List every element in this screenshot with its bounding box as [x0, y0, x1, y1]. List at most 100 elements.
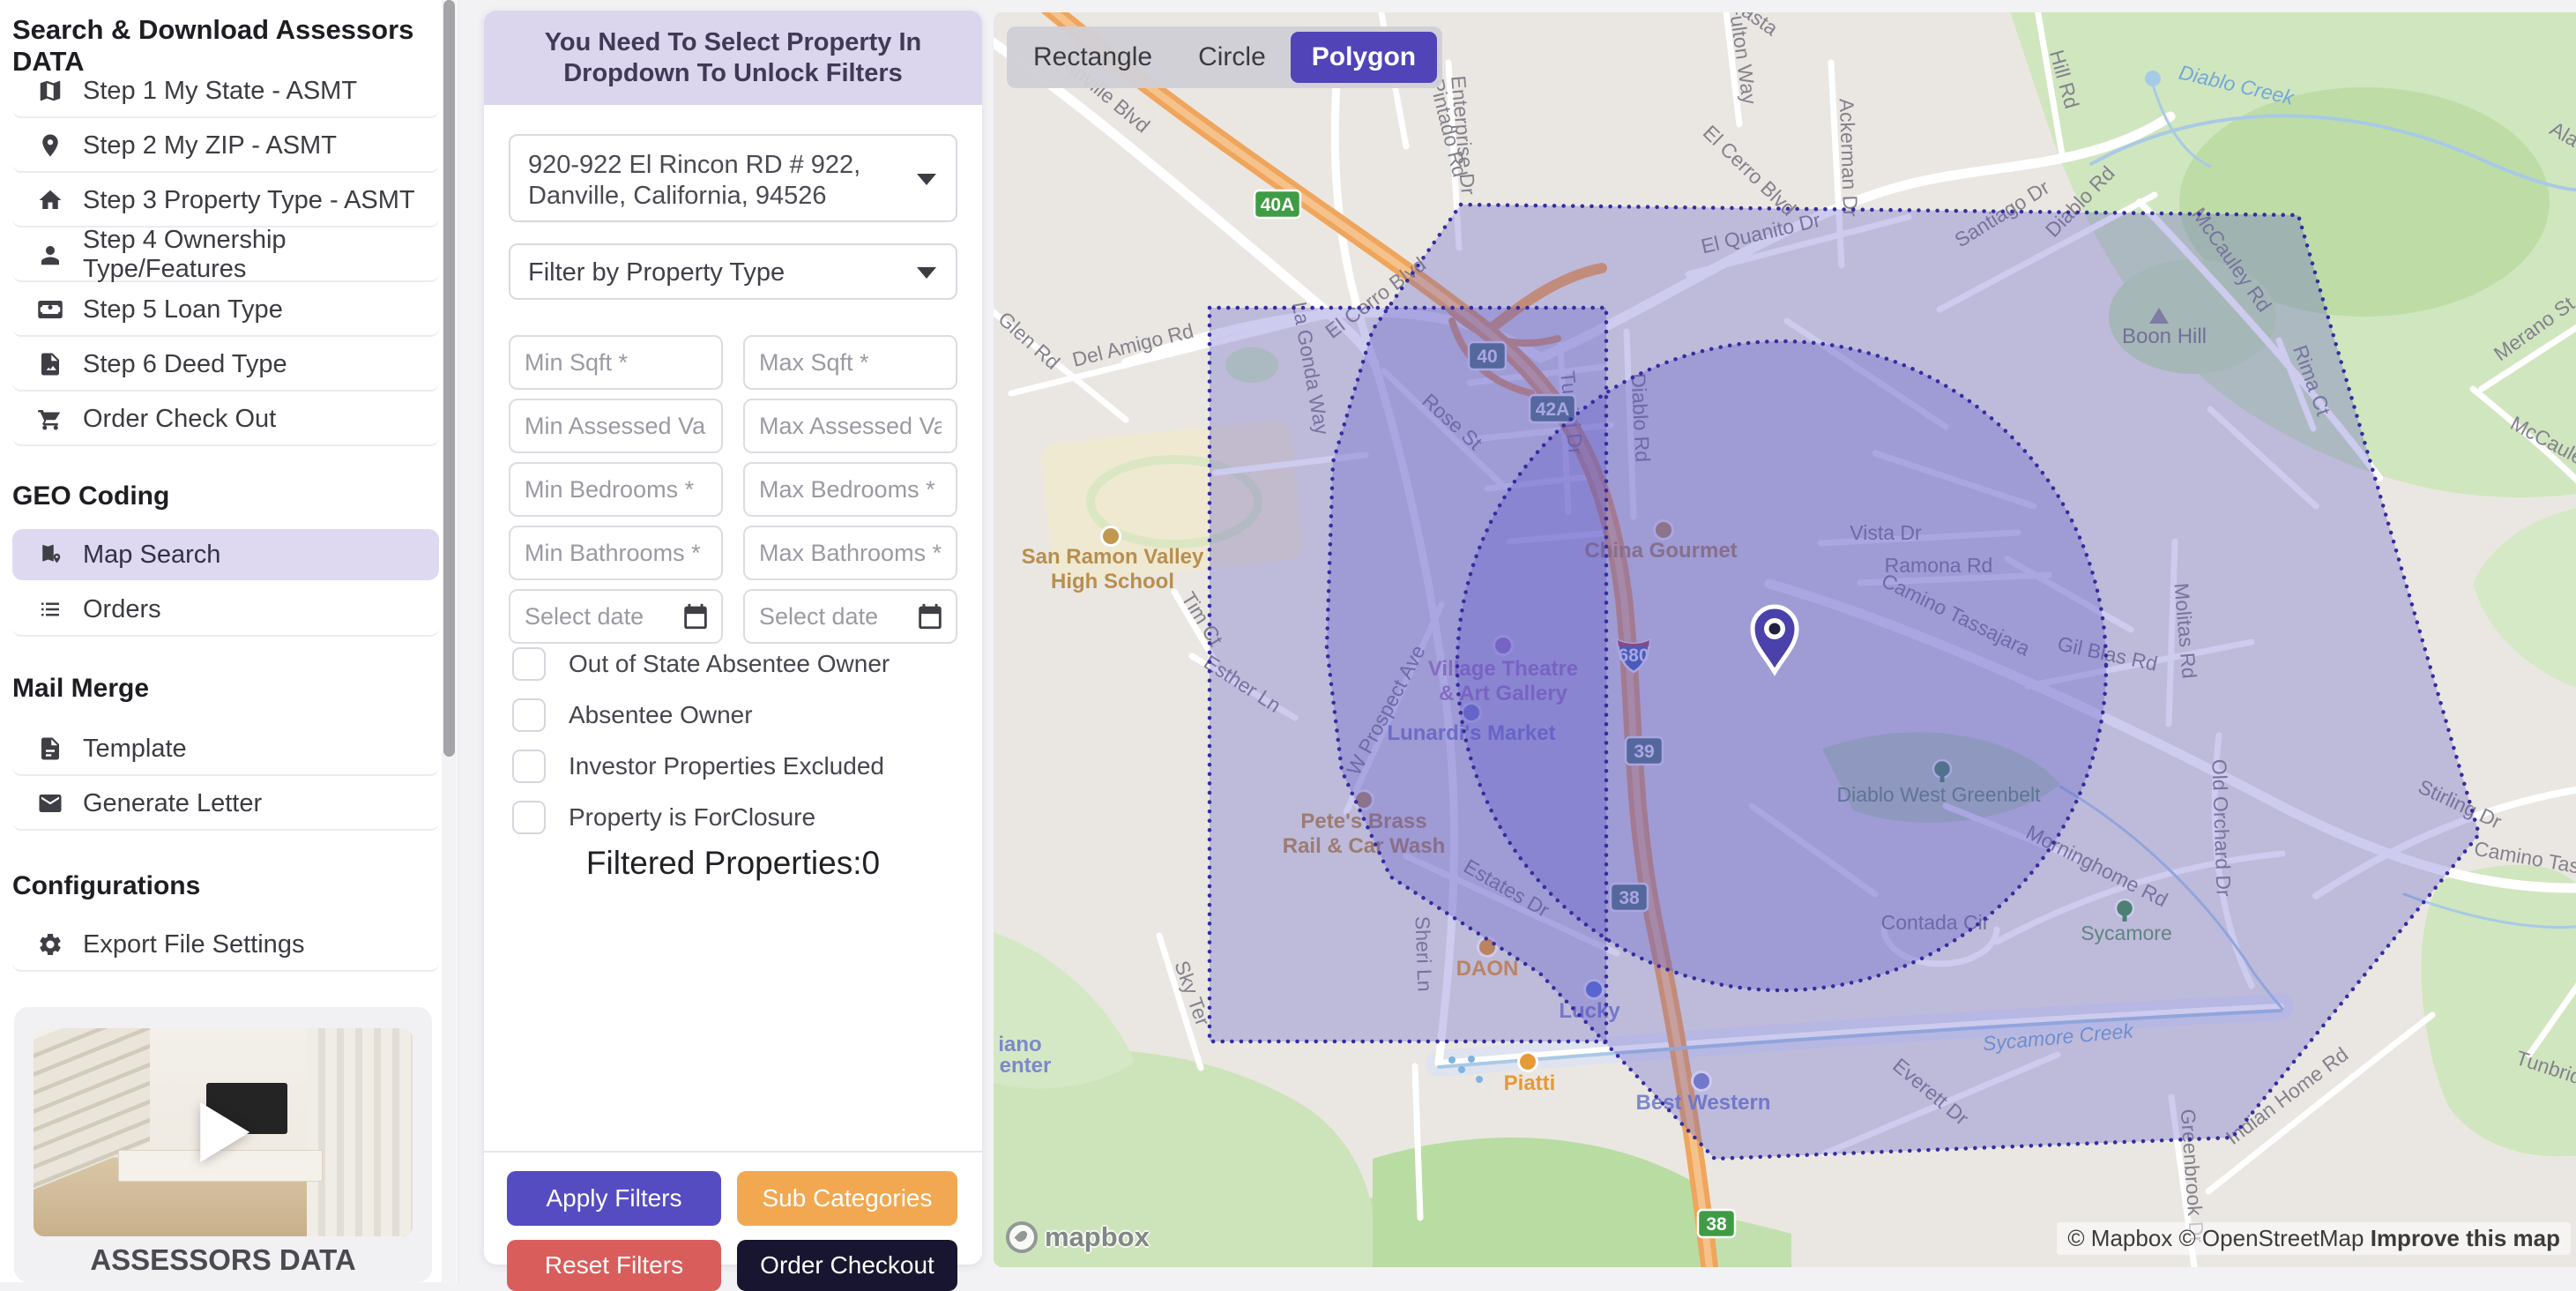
mail-merge-heading: Mail Merge [12, 674, 150, 703]
date-from-input[interactable] [509, 589, 723, 644]
checkbox-label: Investor Properties Excluded [569, 752, 884, 780]
tree-icon [2114, 898, 2135, 922]
order-checkout-button[interactable]: Order Checkout [737, 1240, 957, 1291]
max-bedrooms-input[interactable] [743, 462, 957, 517]
route-shield: 680 [1616, 638, 1651, 674]
svg-text:40: 40 [1477, 347, 1497, 367]
checkbox-box[interactable] [512, 698, 546, 732]
map-canvas[interactable]: Danville Blvd Glen Rd Del Amigo Rd Tim Ct Sk… [994, 12, 2576, 1267]
min-sqft-input[interactable] [509, 335, 723, 390]
map-label: Lunardi's Market [1387, 721, 1555, 745]
checkbox-box[interactable] [512, 801, 546, 834]
checkbox-box[interactable] [512, 750, 546, 783]
video-caption: ASSESSORS DATA [90, 1243, 356, 1276]
attrib-mapbox[interactable]: © Mapbox [2067, 1225, 2173, 1251]
tool-rectangle[interactable]: Rectangle [1012, 32, 1173, 83]
sidebar-item-export-file-settings[interactable]: Export File Settings [12, 919, 439, 972]
min-assessed-value-input[interactable] [509, 399, 723, 453]
checkbox-absentee-owner[interactable]: Absentee Owner [512, 698, 753, 732]
svg-text:38: 38 [1619, 888, 1640, 908]
improve-this-map-link[interactable]: Improve this map [2370, 1225, 2560, 1251]
date-to-input[interactable] [743, 589, 957, 644]
promo-video-card[interactable]: ASSESSORS DATA [14, 1007, 432, 1282]
sidebar-item-map-search[interactable]: Map Search [12, 529, 439, 580]
sidebar-scrollbar-thumb[interactable] [443, 0, 455, 757]
filter-panel: You Need To Select Property In Dropdown … [484, 11, 982, 1291]
sidebar-item-step3-property-type[interactable]: Step 3 Property Type - ASMT [12, 175, 439, 228]
checkbox-box[interactable] [512, 647, 546, 681]
map-label: iano [998, 1033, 1041, 1056]
poi-icon [1100, 526, 1121, 547]
poi-icon [1493, 635, 1514, 656]
tool-circle[interactable]: Circle [1177, 32, 1287, 83]
reset-filters-button[interactable]: Reset Filters [507, 1240, 721, 1291]
sub-categories-button[interactable]: Sub Categories [737, 1171, 957, 1226]
min-bathrooms-input[interactable] [509, 526, 723, 580]
list-icon [41, 602, 59, 616]
map-label: Pete's Brass Rail & Car Wash [1283, 810, 1446, 858]
checkbox-property-forclosure[interactable]: Property is ForClosure [512, 801, 815, 834]
property-type-dropdown[interactable]: Filter by Property Type [509, 243, 957, 300]
map-green-areas [994, 12, 2576, 1267]
template-icon [41, 737, 59, 760]
route-shield: 38 [1609, 882, 1649, 913]
map-label: Boon Hill [2122, 325, 2207, 348]
poi-icon [1517, 1051, 1538, 1072]
max-assessed-value-input[interactable] [743, 399, 957, 453]
tool-polygon[interactable]: Polygon [1290, 32, 1438, 83]
svg-text:38: 38 [1706, 1214, 1727, 1235]
sidebar-item-step4-ownership[interactable]: Step 4 Ownership Type/Features [12, 226, 439, 283]
peak-icon [2149, 308, 2169, 324]
route-shield: 40 [1467, 340, 1508, 371]
circle-selection-border [1455, 339, 2109, 993]
map-label: DAON [1456, 957, 1519, 981]
sidebar-item-step1-my-state[interactable]: Step 1 My State - ASMT [12, 65, 439, 118]
attrib-osm[interactable]: © OpenStreetMap [2178, 1225, 2364, 1251]
panel-divider [484, 1151, 982, 1153]
unlock-filters-notice: You Need To Select Property In Dropdown … [484, 11, 982, 105]
chevron-down-icon [917, 174, 936, 185]
sidebar-item-step6-deed-type[interactable]: Step 6 Deed Type [12, 339, 439, 392]
map-label: Ackerman Dr [1835, 98, 1863, 217]
min-bedrooms-input[interactable] [509, 462, 723, 517]
rectangle-selection[interactable] [1210, 308, 1606, 1041]
sidebar-item-generate-letter[interactable]: Generate Letter [12, 778, 439, 831]
polygon-selection[interactable] [1327, 205, 2479, 1159]
apply-filters-button[interactable]: Apply Filters [507, 1171, 721, 1226]
poi-icon [1583, 979, 1604, 1000]
checkbox-out-of-state-absentee[interactable]: Out of State Absentee Owner [512, 647, 890, 681]
poi-icon [1691, 1071, 1712, 1092]
map-label: Sheri Ln [1411, 915, 1437, 992]
checkbox-label: Property is ForClosure [569, 803, 816, 831]
play-icon[interactable] [200, 1102, 250, 1162]
checkbox-investor-excluded[interactable]: Investor Properties Excluded [512, 750, 884, 783]
max-bathrooms-input[interactable] [743, 526, 957, 580]
map-pin-icon [42, 544, 61, 563]
map-label: Diablo Rd [1627, 372, 1654, 462]
map-label: San Ramon Valley High School [1022, 545, 1204, 593]
max-sqft-input[interactable] [743, 335, 957, 390]
map-label: Old Orchard Dr [2207, 758, 2235, 897]
sidebar-item-order-check-out[interactable]: Order Check Out [12, 393, 439, 446]
mapbox-logo[interactable]: mapbox [1006, 1221, 1150, 1253]
sidebar-item-orders[interactable]: Orders [12, 584, 439, 637]
poi-icon [1353, 789, 1374, 810]
sidebar-title: Search & Download Assessors DATA [12, 14, 414, 77]
sidebar-item-step2-my-zip[interactable]: Step 2 My ZIP - ASMT [12, 120, 439, 173]
mapbox-logo-text: mapbox [1045, 1221, 1150, 1252]
video-curtain-decor [307, 1028, 413, 1236]
configurations-heading: Configurations [12, 871, 201, 900]
deed-icon [41, 353, 59, 376]
circle-selection[interactable] [1457, 341, 2106, 990]
map-label: Best Western [1636, 1091, 1771, 1115]
sidebar-item-step5-loan-type[interactable]: Step 5 Loan Type [12, 284, 439, 337]
video-thumbnail[interactable] [34, 1028, 413, 1236]
property-dropdown-value: 920-922 El Rincon RD # 922, Danville, Ca… [528, 151, 861, 210]
draw-tools-toolbar: Rectangle Circle Polygon [1007, 26, 1443, 88]
property-dropdown[interactable]: 920-922 El Rincon RD # 922, Danville, Ca… [509, 134, 957, 222]
sidebar: Search & Download Assessors DATA Step 1 … [0, 0, 458, 1282]
sidebar-item-template[interactable]: Template [12, 723, 439, 776]
chevron-down-icon [917, 267, 936, 279]
sidebar-item-label: Step 5 Loan Type [83, 295, 283, 324]
